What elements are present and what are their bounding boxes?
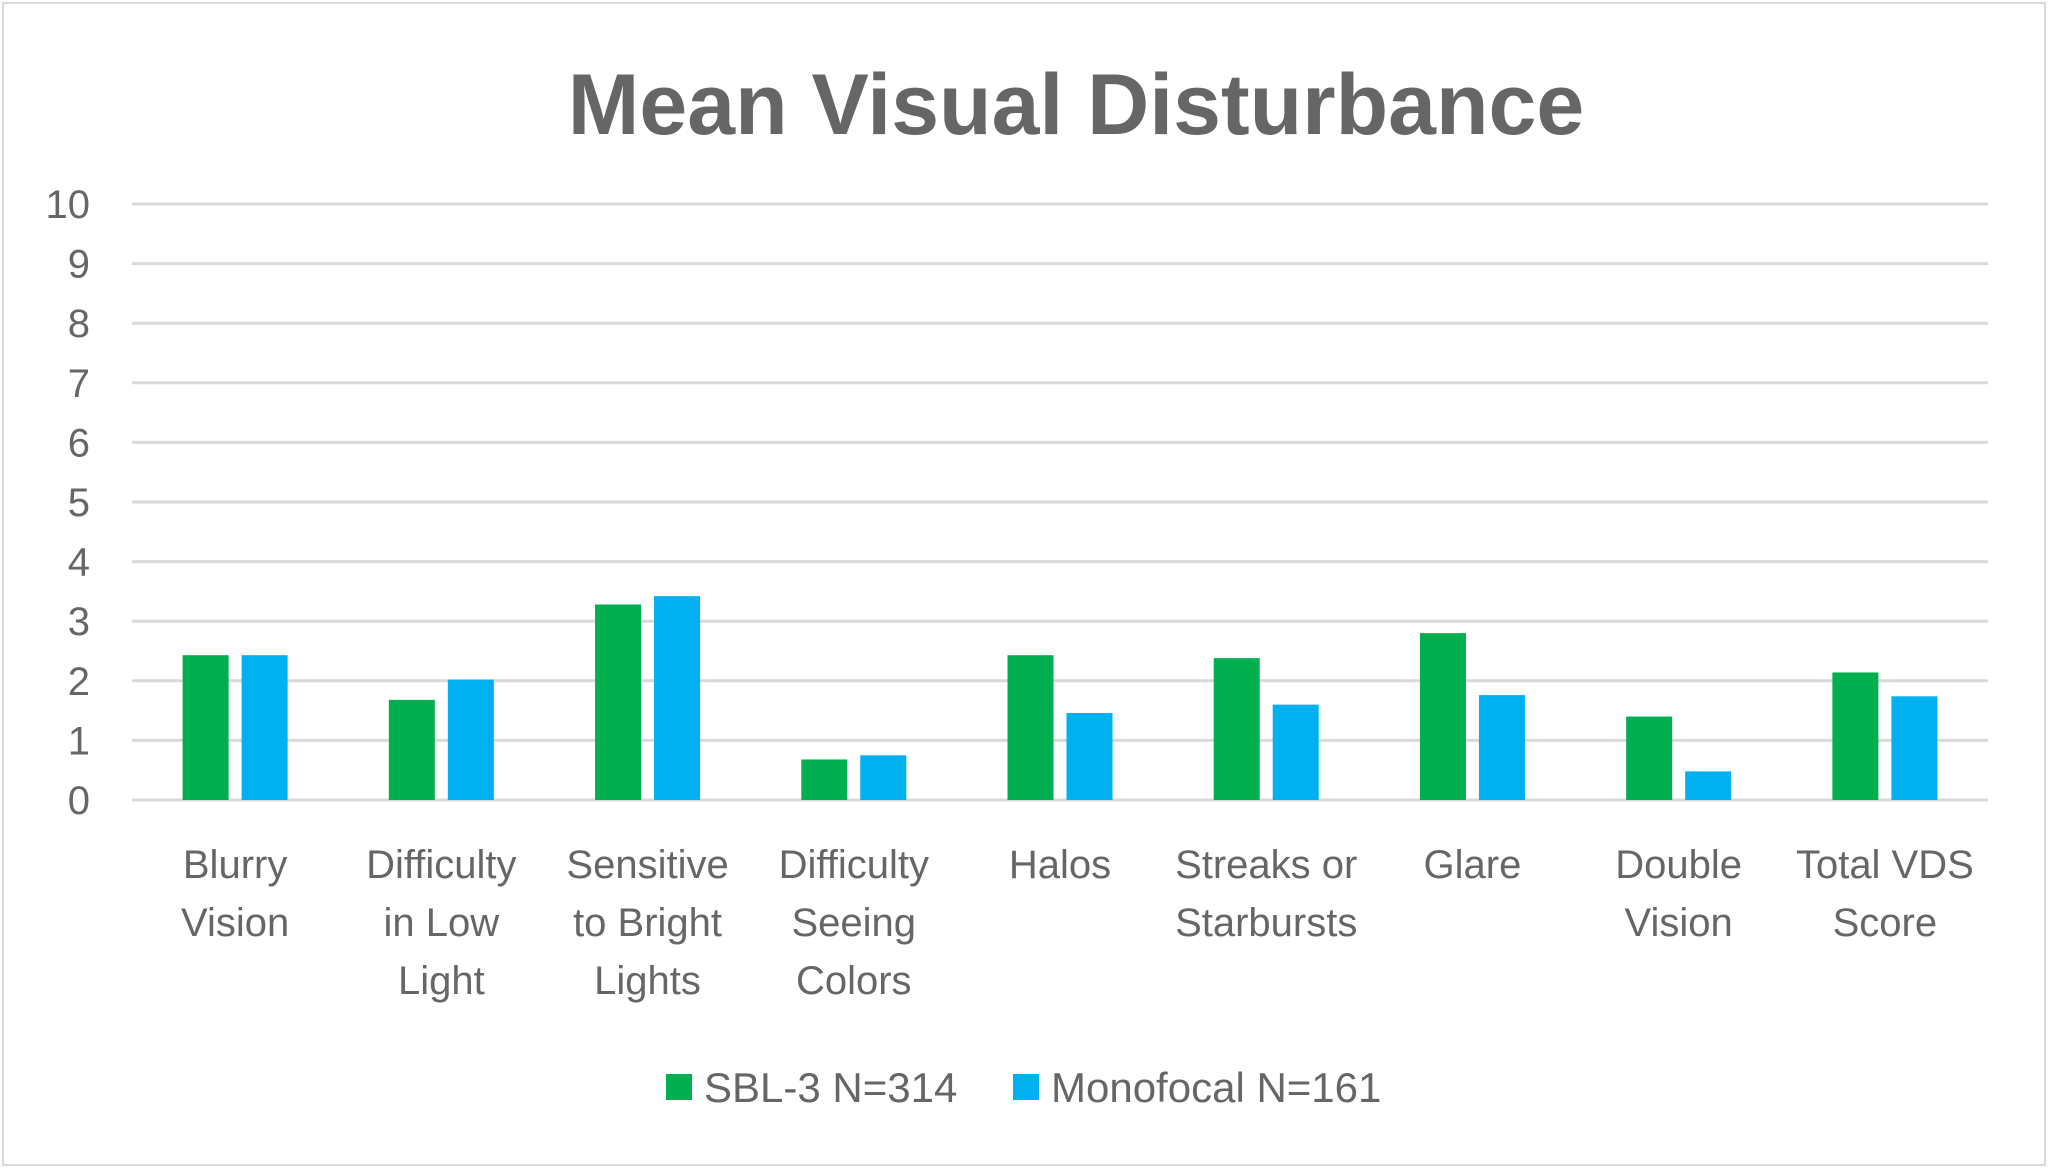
x-category-label: Double Vision: [1615, 843, 1742, 945]
x-category-label-line: Glare: [1424, 843, 1522, 887]
y-tick-label: 10: [46, 183, 91, 227]
legend-swatch-sbl3: [666, 1074, 692, 1100]
x-category-label-line: Colors: [796, 959, 912, 1003]
y-tick-label: 6: [68, 421, 90, 465]
x-category-label: Halos: [1009, 843, 1111, 887]
legend-label-sbl3: SBL-3 N=314: [704, 1064, 957, 1111]
y-tick-label: 7: [68, 362, 90, 406]
y-tick-label: 5: [68, 481, 90, 525]
x-category-label-line: in Low: [384, 901, 500, 945]
x-category-label-line: Streaks or: [1175, 843, 1357, 887]
y-tick-label: 4: [68, 541, 90, 585]
x-category-label: Difficulty in Low Light: [366, 843, 516, 1003]
x-category-label: Total VDS Score: [1796, 843, 1974, 945]
x-category-label-line: Lights: [594, 959, 701, 1003]
chart-title: Mean Visual Disturbance: [568, 57, 1584, 153]
x-category-label-line: Total VDS: [1796, 843, 1974, 887]
bar-monofocal: [1891, 696, 1938, 800]
bar-monofocal: [1272, 704, 1319, 800]
gridlines: [132, 202, 1988, 802]
legend-swatch-monofocal: [1013, 1074, 1039, 1100]
bar-monofocal: [1685, 771, 1732, 800]
x-category-label: Glare: [1424, 843, 1522, 887]
y-tick-label: 2: [68, 660, 90, 704]
x-category-label: Difficulty Seeing Colors: [779, 843, 929, 1003]
x-category-label-line: Seeing: [791, 901, 916, 945]
x-category-label-line: Halos: [1009, 843, 1111, 887]
x-category-label-line: to Bright: [573, 901, 722, 945]
x-category-label-line: Blurry: [183, 843, 287, 887]
bar-sbl3: [1419, 633, 1466, 800]
x-category-label: Blurry Vision: [181, 843, 289, 945]
x-category-label-line: Starbursts: [1175, 901, 1357, 945]
y-tick-label: 8: [68, 302, 90, 346]
bar-sbl3: [595, 604, 642, 800]
x-category-label-line: Vision: [1625, 901, 1733, 945]
bar-monofocal: [1066, 712, 1113, 800]
x-category-label-line: Vision: [181, 901, 289, 945]
x-category-label-line: Sensitive: [566, 843, 728, 887]
bar-sbl3: [1832, 672, 1879, 800]
x-category-label: Streaks or Starbursts: [1175, 843, 1357, 945]
x-category-label-line: Double: [1615, 843, 1742, 887]
bar-sbl3: [1626, 716, 1673, 800]
bar-sbl3: [801, 759, 848, 800]
x-category-label-line: Light: [398, 959, 485, 1003]
bar-monofocal: [1478, 695, 1525, 800]
legend: SBL-3 N=314 Monofocal N=161: [666, 1064, 1381, 1111]
bars: [182, 596, 1938, 800]
bar-monofocal: [447, 679, 494, 800]
y-axis-ticks: 0 1 2 3 4 5 6 7 8 9 10: [46, 183, 91, 823]
y-tick-label: 1: [68, 719, 90, 763]
x-category-label-line: Score: [1833, 901, 1938, 945]
bar-monofocal: [654, 596, 701, 800]
x-category-label-line: Difficulty: [366, 843, 516, 887]
bar-monofocal: [860, 755, 907, 800]
bar-monofocal: [241, 655, 288, 800]
bar-chart: Mean Visual Disturbance 0 1 2 3 4 5 6 7 8 9 10 Blu…: [46, 57, 1988, 1111]
bar-sbl3: [388, 699, 435, 800]
bar-sbl3: [1213, 658, 1260, 800]
legend-label-monofocal: Monofocal N=161: [1051, 1064, 1381, 1111]
bar-sbl3: [1007, 655, 1054, 800]
y-tick-label: 9: [68, 243, 90, 287]
x-category-label: Sensitive to Bright Lights: [566, 843, 728, 1003]
x-category-label-line: Difficulty: [779, 843, 929, 887]
bar-sbl3: [182, 655, 229, 800]
y-tick-label: 0: [68, 779, 90, 823]
y-tick-label: 3: [68, 600, 90, 644]
x-axis-category-labels: Blurry Vision Difficulty in Low Light Sensiti…: [181, 843, 1974, 1003]
